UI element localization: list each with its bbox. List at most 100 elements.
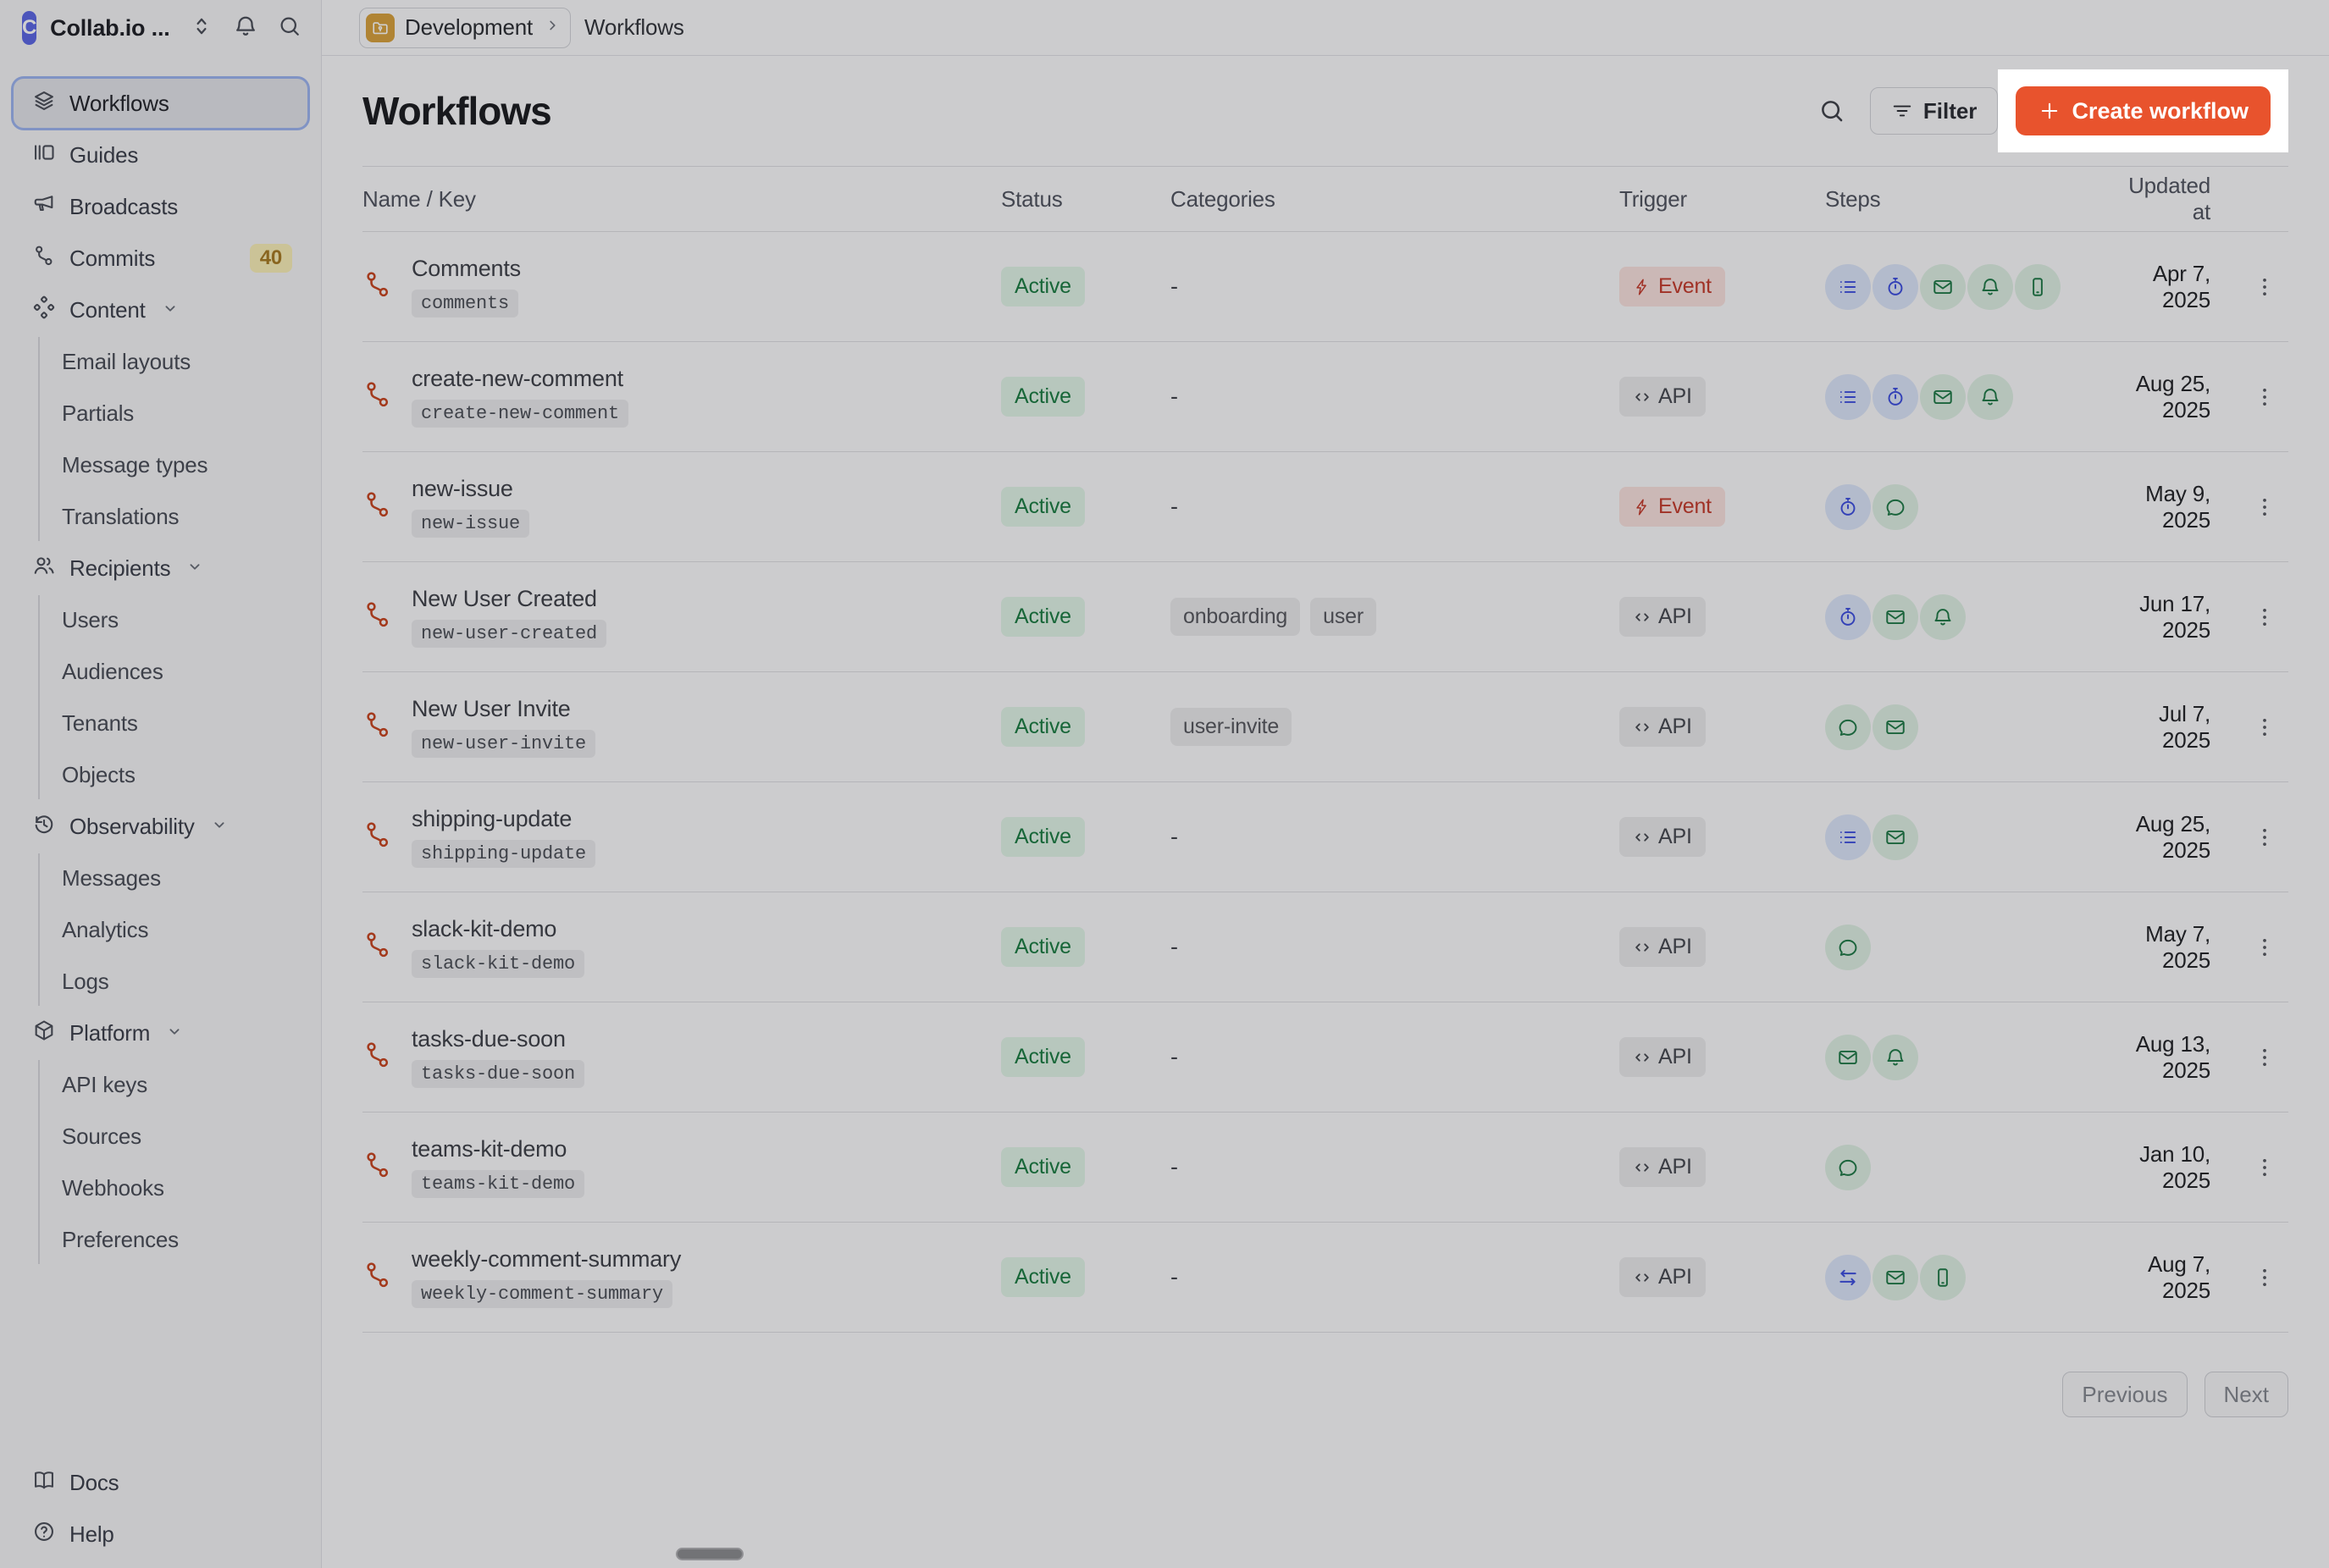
workflow-key-badge: create-new-comment: [412, 400, 629, 428]
sidebar-item-recipients[interactable]: Recipients: [14, 544, 307, 593]
row-menu-kebab-icon[interactable]: [2241, 384, 2288, 410]
previous-page-button[interactable]: Previous: [2062, 1372, 2188, 1417]
sidebar-subitem-sources[interactable]: Sources: [40, 1112, 307, 1161]
workflow-row-tasks-due-soon[interactable]: tasks-due-soon tasks-due-soon Active - API Au…: [362, 1002, 2288, 1113]
workflow-row-create-new-comment[interactable]: create-new-comment create-new-comment Acti…: [362, 342, 2288, 452]
chevron-down-icon: [185, 555, 204, 582]
horizontal-scrollbar-thumb[interactable]: [676, 1548, 744, 1560]
chevron-down-icon: [165, 1020, 184, 1046]
trigger-cell: Event: [1619, 487, 1825, 527]
sidebar-item-workflows[interactable]: Workflows: [14, 79, 307, 128]
row-menu-kebab-icon[interactable]: [2241, 825, 2288, 850]
row-menu-kebab-icon[interactable]: [2241, 605, 2288, 630]
row-menu-kebab-icon[interactable]: [2241, 935, 2288, 960]
sidebar-item-label: Users: [62, 606, 119, 632]
categories-cell: -: [1170, 1044, 1619, 1070]
sidebar-item-broadcasts[interactable]: Broadcasts: [14, 182, 307, 231]
step-email-icon: [1920, 373, 1966, 420]
updated-at: Jan 10, 2025: [2139, 1140, 2210, 1193]
box-icon: [32, 1019, 56, 1048]
step-timer-icon: [1873, 373, 1918, 420]
sidebar-subitem-tenants[interactable]: Tenants: [40, 698, 307, 748]
category-chip: user: [1310, 598, 1376, 636]
sidebar-subitem-objects[interactable]: Objects: [40, 750, 307, 799]
workflow-icon: [362, 269, 393, 304]
sidebar-subitem-message-types[interactable]: Message types: [40, 440, 307, 489]
sidebar-subitem-analytics[interactable]: Analytics: [40, 905, 307, 954]
code-icon: [1633, 1158, 1651, 1177]
workflow-row-slack-kit-demo[interactable]: slack-kit-demo slack-kit-demo Active - API Ma…: [362, 892, 2288, 1002]
sidebar-subitem-translations[interactable]: Translations: [40, 492, 307, 541]
sidebar-item-commits[interactable]: Commits 40: [14, 234, 307, 283]
workflow-key-badge: teams-kit-demo: [412, 1170, 585, 1198]
sidebar-item-docs[interactable]: Docs: [14, 1458, 307, 1507]
table-body: Comments comments Active - Event Apr 7, 2025 c…: [362, 232, 2288, 1333]
help-icon: [32, 1520, 56, 1549]
notifications-bell-icon[interactable]: [233, 14, 258, 43]
step-timer-icon: [1873, 263, 1918, 310]
sidebar-item-content[interactable]: Content: [14, 285, 307, 334]
sidebar-search-icon[interactable]: [277, 14, 302, 43]
sidebar-subitem-users[interactable]: Users: [40, 595, 307, 644]
create-workflow-label: Create workflow: [2072, 97, 2249, 124]
trigger-badge-api: API: [1619, 597, 1706, 637]
row-menu-kebab-icon[interactable]: [2241, 1265, 2288, 1290]
status-badge: Active: [1001, 267, 1085, 306]
sidebar-subitem-partials[interactable]: Partials: [40, 389, 307, 438]
next-page-button[interactable]: Next: [2204, 1372, 2288, 1417]
step-swap-icon: [1825, 1254, 1871, 1300]
table-search-icon[interactable]: [1817, 97, 1846, 125]
sidebar-subitem-logs[interactable]: Logs: [40, 957, 307, 1006]
sidebar-subitem-email-layouts[interactable]: Email layouts: [40, 337, 307, 386]
row-menu-kebab-icon[interactable]: [2241, 494, 2288, 520]
environment-switcher[interactable]: Development: [359, 7, 571, 48]
workflow-key-badge: shipping-update: [412, 840, 596, 868]
sidebar-item-label: Recipients: [69, 555, 171, 581]
trigger-badge-api: API: [1619, 1257, 1706, 1297]
sidebar-subitem-audiences[interactable]: Audiences: [40, 647, 307, 696]
row-menu-kebab-icon[interactable]: [2241, 274, 2288, 300]
step-email-icon: [1873, 594, 1918, 640]
workflow-row-comments[interactable]: Comments comments Active - Event Apr 7, 2025: [362, 232, 2288, 342]
workflow-row-new-user-created[interactable]: New User Created new-user-created Active on…: [362, 562, 2288, 672]
row-menu-kebab-icon[interactable]: [2241, 1155, 2288, 1180]
code-icon: [1633, 388, 1651, 406]
filter-button-label: Filter: [1922, 97, 1978, 124]
empty-categories: -: [1170, 273, 1178, 299]
workflow-name: teams-kit-demo: [412, 1136, 567, 1162]
org-switcher-icon[interactable]: [189, 14, 214, 43]
workflow-row-weekly-comment-summary[interactable]: weekly-comment-summary weekly-comment-sum…: [362, 1223, 2288, 1333]
row-menu-kebab-icon[interactable]: [2241, 715, 2288, 740]
workflow-row-new-user-invite[interactable]: New User Invite new-user-invite Active user…: [362, 672, 2288, 782]
sidebar-subitem-messages[interactable]: Messages: [40, 853, 307, 903]
commit-icon: [32, 244, 56, 273]
step-email-icon: [1920, 263, 1966, 310]
create-workflow-button[interactable]: Create workflow: [2016, 86, 2271, 135]
row-menu-kebab-icon[interactable]: [2241, 1045, 2288, 1070]
workflow-icon: [362, 1150, 393, 1184]
sidebar-item-label: Workflows: [69, 90, 169, 116]
empty-categories: -: [1170, 824, 1178, 849]
sidebar-header: C Collab.io ...: [0, 0, 321, 56]
sidebar-item-observability[interactable]: Observability: [14, 802, 307, 851]
updated-at: Apr 7, 2025: [2152, 260, 2210, 312]
sidebar-subitem-preferences[interactable]: Preferences: [40, 1215, 307, 1264]
sidebar-item-help[interactable]: Help: [14, 1510, 307, 1559]
categories-cell: -: [1170, 1264, 1619, 1290]
trigger-cell: API: [1619, 377, 1825, 417]
workflow-row-shipping-update[interactable]: shipping-update shipping-update Active - API…: [362, 782, 2288, 892]
trigger-cell: API: [1619, 927, 1825, 967]
sidebar-item-guides[interactable]: Guides: [14, 130, 307, 179]
workflow-row-teams-kit-demo[interactable]: teams-kit-demo teams-kit-demo Active - API Ja…: [362, 1113, 2288, 1223]
step-chat-icon: [1825, 1144, 1871, 1190]
filter-button[interactable]: Filter: [1869, 87, 1999, 135]
empty-categories: -: [1170, 384, 1178, 409]
sidebar-subitem-webhooks[interactable]: Webhooks: [40, 1163, 307, 1212]
sidebar-item-platform[interactable]: Platform: [14, 1008, 307, 1057]
sidebar-nav: Workflows Guides Broadcasts Commits 40 Conten…: [0, 56, 321, 1455]
step-phone-icon: [2015, 263, 2061, 310]
breadcrumb: Development Workflows: [322, 0, 2329, 56]
sidebar-subitem-api-keys[interactable]: API keys: [40, 1060, 307, 1109]
workflow-row-new-issue[interactable]: new-issue new-issue Active - Event May 9, 202…: [362, 452, 2288, 562]
